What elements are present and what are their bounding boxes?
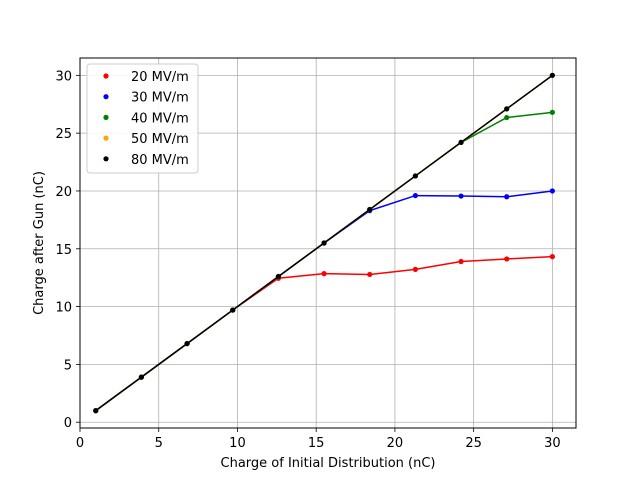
series-layer: [93, 72, 555, 414]
data-point: [275, 273, 281, 280]
data-point: [504, 106, 510, 112]
data-point: [184, 340, 190, 347]
x-axis-label: Charge of Initial Distribution (nC): [221, 456, 436, 471]
y-tick-label: 25: [55, 127, 72, 142]
legend-marker: [103, 94, 109, 100]
y-axis-label: Charge after Gun (nC): [32, 171, 47, 315]
data-point: [138, 374, 145, 380]
data-point: [549, 72, 555, 78]
data-point: [321, 271, 327, 277]
data-point: [367, 206, 373, 213]
data-point: [458, 193, 464, 199]
y-tick-label: 0: [64, 416, 72, 431]
x-tick-label: 0: [76, 436, 84, 451]
x-tick-label: 20: [387, 436, 404, 451]
x-tick-label: 25: [465, 436, 482, 451]
legend-label: 40 MV/m: [131, 111, 189, 126]
legend-marker: [103, 73, 109, 79]
y-tick-label: 30: [55, 69, 72, 84]
series-80-mv-m: [93, 72, 555, 414]
data-point: [458, 258, 464, 265]
legend-box: [86, 63, 199, 174]
data-point: [504, 114, 510, 121]
data-point: [230, 307, 236, 313]
data-point: [549, 109, 555, 115]
legend-label: 30 MV/m: [131, 91, 189, 106]
x-tick-label: 5: [155, 436, 163, 451]
x-tick-label: 10: [229, 436, 246, 451]
plot-frame: [79, 57, 577, 429]
data-point: [504, 194, 510, 200]
grid: [79, 58, 576, 428]
data-point: [504, 256, 510, 262]
legend-label: 80 MV/m: [131, 153, 189, 168]
legend-marker: [103, 114, 109, 120]
x-tick-label: 15: [308, 436, 325, 451]
data-point: [412, 192, 418, 199]
y-tick-label: 10: [55, 301, 72, 316]
y-tick-label: 20: [55, 185, 72, 200]
legend: 20 MV/m 30 MV/m 40 MV/m 50 MV/m 80 MV/m: [86, 63, 199, 174]
data-point: [412, 266, 418, 272]
ticks: 0 5 10 15 20 25 30 0 5 10 15 20 25 30: [55, 69, 560, 451]
data-point: [367, 271, 373, 278]
x-tick-label: 30: [544, 436, 561, 451]
data-point: [458, 139, 464, 146]
legend-marker: [103, 156, 109, 162]
legend-marker: [103, 135, 109, 141]
y-tick-label: 5: [64, 358, 72, 373]
legend-label: 20 MV/m: [131, 70, 189, 85]
legend-label: 50 MV/m: [131, 132, 189, 147]
y-tick-label: 15: [55, 243, 72, 258]
data-point: [549, 188, 555, 194]
data-point: [412, 173, 418, 179]
data-point: [93, 408, 99, 414]
data-point: [321, 240, 327, 246]
data-point: [549, 254, 555, 260]
